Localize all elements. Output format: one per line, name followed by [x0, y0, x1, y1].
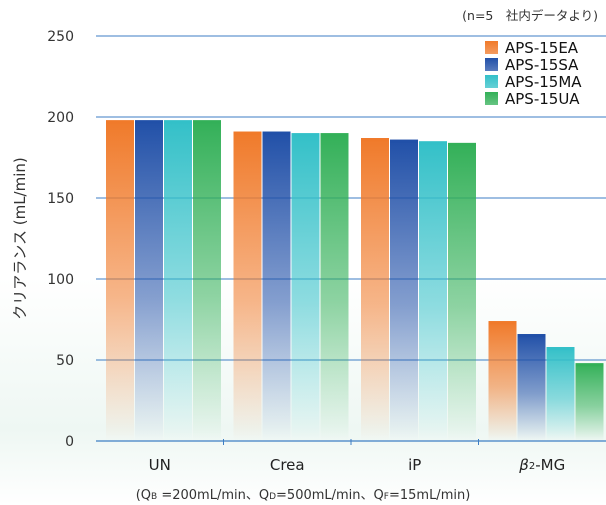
legend-swatch [485, 92, 498, 105]
legend-label: APS-15UA [505, 90, 580, 108]
bar-top [546, 347, 575, 351]
bar-top [164, 120, 192, 124]
bar [320, 133, 349, 441]
bar [262, 131, 291, 441]
bar-top [291, 133, 320, 137]
x-tick-label: UN [149, 456, 171, 474]
bar-top [320, 133, 349, 137]
x-tick-label: β2-MG [518, 456, 565, 474]
bar-top [517, 334, 546, 338]
y-tick-label: 200 [47, 110, 74, 126]
qf-subscript: F [383, 492, 389, 502]
bar [448, 142, 476, 442]
y-tick-label: 100 [47, 272, 74, 288]
x-tick-label: Crea [270, 456, 305, 474]
bar-top [262, 131, 291, 135]
bar [193, 120, 221, 442]
bar [164, 120, 192, 442]
legend-label: APS-15EA [505, 39, 579, 57]
legend-label: APS-15SA [505, 56, 579, 74]
legend-swatch [485, 58, 498, 71]
qf-value: =15mL/min) [388, 488, 471, 503]
y-tick-label: 50 [56, 353, 74, 369]
bar [419, 141, 447, 442]
legend-swatch [485, 75, 498, 88]
footnote-open: (Q [135, 488, 152, 503]
bar-top [575, 363, 604, 367]
qd-subscript: D [269, 492, 277, 502]
legend-swatch [485, 41, 498, 54]
bar [361, 138, 389, 441]
qb-value: =200mL/min、Q [157, 488, 270, 503]
y-tick-label: 0 [65, 434, 74, 450]
bar [291, 133, 320, 441]
bar [233, 131, 262, 441]
condition-footnote: (QB =200mL/min、QD=500mL/min、QF=15mL/min) [0, 484, 606, 503]
bar-top [106, 120, 134, 124]
bar [575, 363, 604, 441]
y-tick-label: 150 [47, 191, 74, 207]
y-axis-label: クリアランス (mL/min) [11, 157, 29, 319]
bar-top [390, 139, 418, 143]
x-tick-label: iP [408, 456, 421, 474]
bar [488, 321, 517, 441]
bar-top [361, 138, 389, 142]
bar [106, 120, 134, 442]
bar-top [193, 120, 221, 124]
bar-top [233, 131, 262, 135]
legend-label: APS-15MA [505, 73, 582, 91]
bar [517, 334, 546, 441]
bar [390, 139, 418, 441]
qb-subscript: B [151, 492, 158, 502]
bar-top [448, 142, 476, 146]
bar [135, 120, 163, 442]
bar-top [135, 120, 163, 124]
sample-note: (n=5 社内データより) [462, 8, 598, 23]
qd-value: =500mL/min、Q [276, 488, 384, 503]
bar-top [488, 321, 517, 325]
y-tick-label: 250 [47, 29, 74, 45]
bar [546, 347, 575, 441]
bar-top [419, 141, 447, 145]
